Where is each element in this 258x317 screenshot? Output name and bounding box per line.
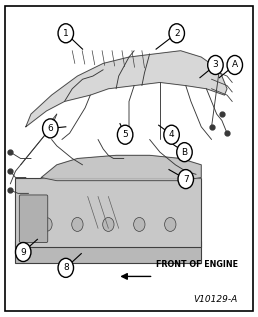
Circle shape <box>177 143 192 162</box>
Circle shape <box>58 258 74 277</box>
Polygon shape <box>26 51 227 127</box>
Text: 7: 7 <box>183 175 189 184</box>
FancyBboxPatch shape <box>19 195 48 243</box>
Text: FRONT OF ENGINE: FRONT OF ENGINE <box>156 261 238 269</box>
Circle shape <box>43 119 58 138</box>
Text: 2: 2 <box>174 29 180 38</box>
Text: A: A <box>232 61 238 69</box>
Circle shape <box>58 24 74 43</box>
Text: 1: 1 <box>63 29 69 38</box>
Circle shape <box>164 125 179 144</box>
Text: 9: 9 <box>20 248 26 256</box>
Circle shape <box>103 217 114 231</box>
Text: V10129-A: V10129-A <box>193 295 237 304</box>
Text: 5: 5 <box>122 130 128 139</box>
Text: B: B <box>181 148 188 157</box>
Circle shape <box>134 217 145 231</box>
Circle shape <box>41 217 52 231</box>
Circle shape <box>169 24 184 43</box>
Circle shape <box>117 125 133 144</box>
Text: 6: 6 <box>47 124 53 133</box>
FancyBboxPatch shape <box>15 241 201 263</box>
Circle shape <box>72 217 83 231</box>
Text: 3: 3 <box>213 61 218 69</box>
Circle shape <box>227 55 243 74</box>
Text: 8: 8 <box>63 263 69 272</box>
Circle shape <box>15 243 31 262</box>
Polygon shape <box>41 155 201 181</box>
Circle shape <box>165 217 176 231</box>
Circle shape <box>208 55 223 74</box>
Text: 4: 4 <box>169 130 174 139</box>
FancyBboxPatch shape <box>15 178 201 247</box>
Circle shape <box>178 170 194 189</box>
